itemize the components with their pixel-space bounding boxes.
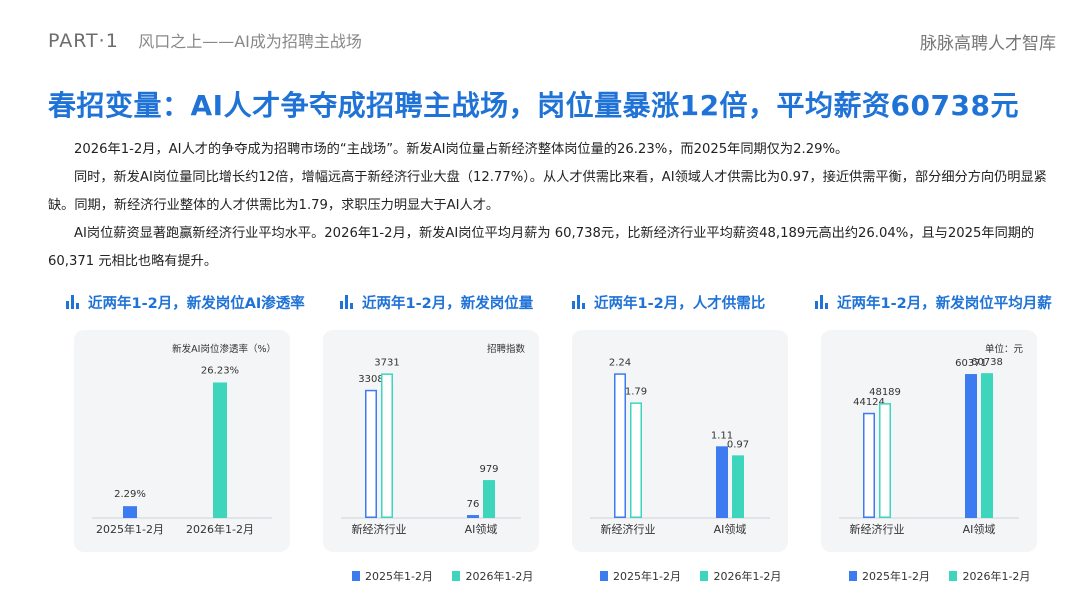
chart-title-avg-salary: 近两年1-2月，新发岗位平均月薪: [815, 292, 1052, 313]
data-label: 48189: [869, 387, 901, 398]
data-label: 979: [479, 464, 498, 475]
chart-panel-avg-salary: 单位：元 44124 48189 新经济行业 60371 60738 AI领域: [821, 330, 1037, 552]
data-label: 76: [467, 499, 480, 510]
chart-bar: [965, 374, 977, 518]
legend-swatch: [949, 571, 958, 581]
legend-swatch: [452, 571, 461, 581]
chart-svg: 招聘指数 3308 3731 新经济行业 76 979 AI领域: [341, 343, 526, 536]
chart-panel-supply-demand: 2.24 1.79 新经济行业 1.11 0.97 AI领域: [572, 330, 788, 552]
chart-bar: [732, 455, 744, 518]
chart-unit-label: 招聘指数: [487, 343, 526, 355]
bar-chart-icon: [815, 295, 829, 309]
data-label: 1.79: [625, 386, 647, 397]
chart-bar: [123, 506, 137, 518]
legend-swatch: [600, 571, 608, 581]
chart-bar: [630, 402, 642, 518]
data-label: 3308: [358, 374, 383, 385]
chart-title-text: 近两年1-2月，新发岗位AI渗透率: [88, 296, 305, 312]
chart-bar: [879, 403, 891, 518]
legend-swatch: [700, 571, 709, 581]
legend-job-volume: 2025年1-2月 2026年1-2月: [352, 568, 549, 584]
chart-title-supply-demand: 近两年1-2月，人才供需比: [572, 292, 765, 313]
header-section: PART·1 风口之上——AI成为招聘主战场: [48, 28, 362, 52]
paragraph: 同时，新发AI岗位量同比增长约12倍，增幅远高于新经济行业大盘（12.77%）。…: [48, 170, 1047, 213]
legend-avg-salary: 2025年1-2月 2026年1-2月: [849, 568, 1046, 584]
legend-supply-demand: 2025年1-2月 2026年1-2月: [600, 568, 797, 584]
data-label: 3731: [374, 357, 399, 368]
category-label: AI领域: [465, 523, 498, 536]
data-label: 2.24: [609, 357, 631, 368]
legend-label: 2025年1-2月: [862, 570, 930, 583]
chart-bar: [483, 480, 495, 518]
paragraph: 2026年1-2月，AI人才的争夺成为招聘市场的“主战场”。新发AI岗位量占新经…: [74, 142, 849, 157]
chart-bar: [213, 382, 227, 518]
bar-chart-icon: [572, 295, 586, 309]
data-label: 2.29%: [114, 489, 146, 500]
chart-svg: 2.24 1.79 新经济行业 1.110.97 AI领域: [590, 357, 770, 536]
category-label: AI领域: [963, 523, 996, 536]
data-label: 0.97: [727, 439, 749, 450]
chart-bar: [863, 412, 875, 518]
chart-unit-label: 新发AI岗位渗透率（%）: [172, 343, 276, 355]
category-label: 2026年1-2月: [186, 522, 254, 536]
chart-bar: [614, 373, 626, 519]
chart-bar: [365, 389, 377, 518]
chart-bar: [381, 373, 393, 518]
legend-label: 2026年1-2月: [962, 570, 1031, 583]
bar-chart-icon: [340, 295, 354, 309]
page-title: 春招变量：AI人才争夺成招聘主战场，岗位量暴涨12倍，平均薪资60738元: [48, 89, 1019, 122]
legend-label: 2026年1-2月: [713, 570, 782, 583]
legend-label: 2025年1-2月: [613, 570, 681, 583]
chart-title-text: 近两年1-2月，新发岗位量: [362, 296, 534, 312]
data-label: 26.23%: [201, 365, 239, 376]
legend-item-2025: 2025年1-2月: [352, 570, 433, 583]
category-label: 新经济行业: [850, 522, 905, 536]
category-label: AI领域: [714, 523, 747, 536]
chart-bar: [467, 515, 479, 518]
legend-item-2026: 2026年1-2月: [949, 570, 1030, 583]
chart-panel-ai-penetration: 新发AI岗位渗透率（%） 2.29% 2025年1-2月 26.23% 2026年1-2…: [74, 330, 290, 552]
legend-label: 2025年1-2月: [365, 570, 433, 583]
section-subtitle: 风口之上——AI成为招聘主战场: [138, 32, 362, 51]
data-label: 1.11: [711, 430, 733, 441]
legend-swatch: [849, 571, 857, 581]
category-label: 新经济行业: [601, 522, 656, 536]
legend-item-2026: 2026年1-2月: [452, 570, 533, 583]
paragraph: AI岗位薪资显著跑赢新经济行业平均水平。2026年1-2月，新发AI岗位平均月薪…: [48, 226, 1035, 269]
category-label: 2025年1-2月: [96, 522, 164, 536]
chart-title-text: 近两年1-2月，新发岗位平均月薪: [837, 296, 1052, 312]
legend-swatch: [352, 571, 360, 581]
legend-item-2026: 2026年1-2月: [700, 570, 781, 583]
chart-unit-label: 单位：元: [985, 343, 1024, 355]
chart-title-job-volume: 近两年1-2月，新发岗位量: [340, 292, 533, 313]
part-label: PART·1: [48, 30, 119, 52]
legend-item-2025: 2025年1-2月: [849, 570, 930, 583]
data-label: 60371: [955, 358, 987, 369]
chart-panel-job-volume: 招聘指数 3308 3731 新经济行业 76 979 AI领域: [323, 330, 539, 552]
data-label: 44124: [853, 397, 885, 408]
legend-label: 2026年1-2月: [465, 570, 534, 583]
chart-title-text: 近两年1-2月，人才供需比: [594, 296, 766, 312]
chart-svg: 新发AI岗位渗透率（%） 2.29% 2025年1-2月 26.23% 2026年1-2…: [92, 343, 276, 536]
body-text: 2026年1-2月，AI人才的争夺成为招聘市场的“主战场”。新发AI岗位量占新经…: [48, 136, 1060, 276]
chart-bar: [981, 373, 993, 518]
data-label: 60738: [971, 357, 1003, 368]
category-label: 新经济行业: [352, 522, 407, 536]
chart-bar: [716, 446, 728, 518]
chart-title-ai-penetration: 近两年1-2月，新发岗位AI渗透率: [66, 292, 305, 313]
bar-chart-icon: [66, 295, 80, 309]
brand-label: 脉脉高聘人才智库: [920, 34, 1056, 54]
legend-item-2025: 2025年1-2月: [600, 570, 681, 583]
